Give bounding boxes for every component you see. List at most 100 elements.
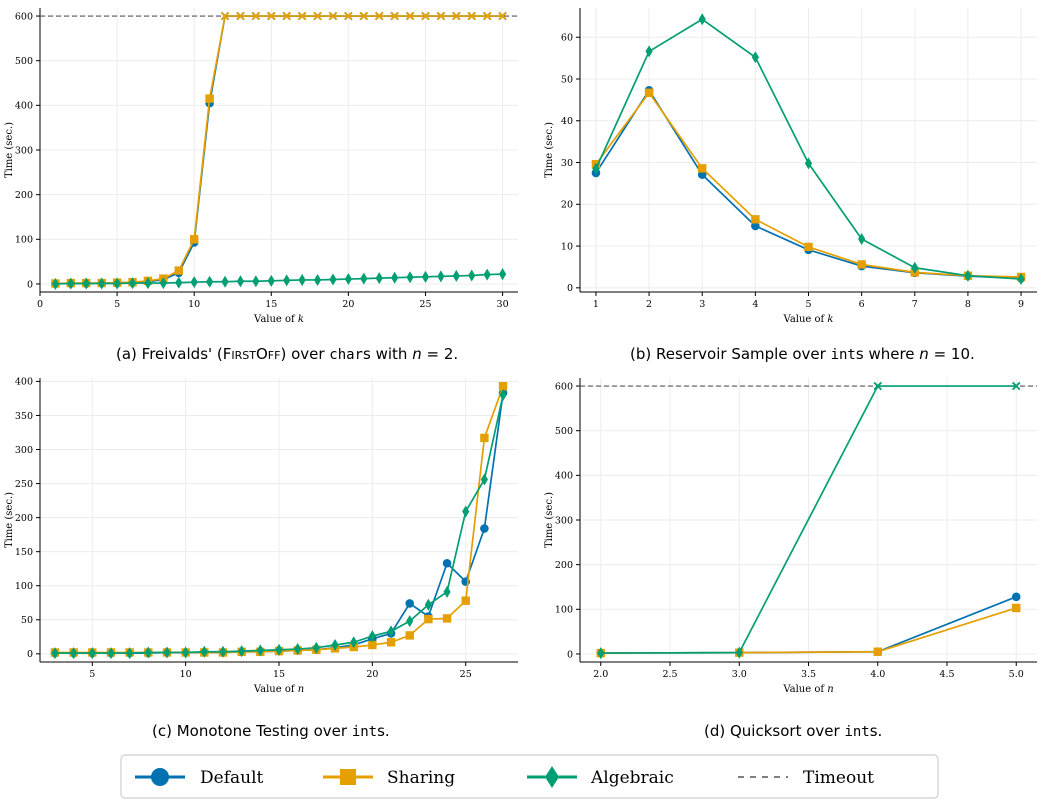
x-tick-label: 6 bbox=[859, 299, 865, 310]
data-point-sharing bbox=[452, 11, 461, 21]
y-axis-label: Time (sec.) bbox=[544, 492, 555, 548]
data-point-algebraic bbox=[219, 645, 227, 658]
y-tick-label: 30 bbox=[561, 158, 573, 169]
y-tick-label: 200 bbox=[15, 190, 33, 201]
data-point-sharing bbox=[297, 11, 307, 21]
series-algebraic bbox=[51, 389, 507, 660]
legend-label-algebraic: Algebraic bbox=[590, 768, 674, 788]
y-tick-label: 60 bbox=[561, 33, 573, 44]
data-point-algebraic bbox=[437, 270, 445, 283]
y-tick-label: 10 bbox=[561, 241, 573, 252]
data-point-algebraic bbox=[313, 273, 322, 286]
y-tick-label: 20 bbox=[561, 200, 573, 211]
data-point-sharing bbox=[189, 235, 199, 244]
data-point-default bbox=[442, 558, 452, 568]
y-tick-label: 50 bbox=[561, 74, 573, 85]
data-point-algebraic bbox=[804, 157, 813, 170]
data-point-sharing bbox=[405, 631, 414, 640]
data-point-algebraic bbox=[283, 274, 291, 287]
data-point-algebraic bbox=[128, 277, 137, 290]
data-point-sharing bbox=[359, 11, 369, 21]
caption-b-post: s where bbox=[855, 345, 920, 363]
data-point-sharing bbox=[267, 11, 276, 21]
x-tick-label: 2 bbox=[646, 299, 652, 310]
data-point-default bbox=[751, 221, 760, 231]
x-tick-label: 9 bbox=[1018, 299, 1024, 310]
caption-a: (a) Freivalds' (FirstOff) over chars wit… bbox=[116, 345, 458, 363]
y-tick-label: 100 bbox=[555, 605, 573, 616]
caption-d-tt: int bbox=[844, 724, 870, 740]
y-tick-label: 0 bbox=[567, 649, 573, 660]
legend-item-default: Default bbox=[135, 768, 264, 788]
data-point-sharing bbox=[236, 11, 245, 21]
data-point-algebraic bbox=[350, 636, 358, 649]
data-point-algebraic bbox=[51, 647, 59, 660]
data-point-algebraic bbox=[698, 13, 706, 26]
x-tick-label: 1 bbox=[593, 299, 599, 310]
y-tick-label: 400 bbox=[15, 377, 33, 388]
x-tick-label: 3.5 bbox=[801, 669, 816, 680]
x-tick-label: 5 bbox=[805, 299, 811, 310]
x-tick-label: 30 bbox=[497, 299, 509, 310]
x-tick-label: 20 bbox=[366, 669, 378, 680]
chart-b: 1 2 3 4 5 6 7 8 9 0 10 20 30 40 50 60 Value of k Time (se… bbox=[544, 8, 1037, 325]
data-point-algebraic bbox=[480, 473, 488, 486]
data-point-algebraic bbox=[329, 273, 337, 286]
data-point-sharing bbox=[461, 596, 470, 605]
data-point-sharing bbox=[313, 11, 322, 21]
caption-a-math: n bbox=[412, 345, 422, 363]
data-point-sharing bbox=[644, 88, 654, 97]
data-point-default bbox=[1011, 592, 1021, 602]
data-point-algebraic bbox=[645, 45, 653, 58]
data-point-sharing bbox=[436, 11, 446, 21]
x-axis-label: Value of k bbox=[253, 314, 304, 325]
x-axis-label-var: n bbox=[298, 684, 304, 695]
legend-item-timeout: Timeout bbox=[738, 768, 874, 788]
data-point-algebraic bbox=[51, 277, 60, 290]
x-tick-label: 4.5 bbox=[939, 669, 954, 680]
caption-a-mid: ) over bbox=[280, 345, 330, 363]
caption-b-eq: = 10. bbox=[928, 345, 975, 363]
data-point-algebraic bbox=[858, 232, 866, 245]
x-tick-label: 10 bbox=[180, 669, 192, 680]
legend-item-sharing: Sharing bbox=[323, 768, 455, 788]
data-point-algebraic bbox=[1017, 273, 1025, 286]
caption-c-pre: (c) Monotone Testing over bbox=[152, 722, 352, 740]
y-tick-label: 250 bbox=[15, 479, 33, 490]
caption-b-math: n bbox=[919, 345, 929, 363]
y-tick-label: 200 bbox=[555, 560, 573, 571]
y-tick-label: 300 bbox=[15, 145, 33, 156]
data-point-algebraic bbox=[159, 277, 167, 290]
series-line-algebraic bbox=[600, 385, 1017, 654]
data-point-sharing bbox=[220, 11, 230, 21]
data-point-default bbox=[405, 599, 415, 608]
data-point-sharing bbox=[498, 11, 507, 21]
data-point-algebraic bbox=[221, 275, 229, 288]
data-point-algebraic bbox=[190, 276, 198, 289]
y-axis-label: Time (sec.) bbox=[544, 122, 555, 178]
data-point-sharing bbox=[467, 11, 476, 21]
y-tick-label: 300 bbox=[555, 515, 573, 526]
data-point-sharing bbox=[698, 164, 707, 173]
data-point-algebraic bbox=[206, 275, 214, 288]
y-tick-label: 500 bbox=[555, 426, 573, 437]
data-point-algebraic bbox=[911, 261, 919, 274]
data-point-algebraic bbox=[331, 638, 339, 651]
data-point-algebraic bbox=[424, 598, 432, 611]
data-point-sharing bbox=[205, 94, 214, 103]
caption-d-post: s. bbox=[869, 722, 883, 740]
x-axis-label: Value of k bbox=[783, 314, 834, 325]
data-point-algebraic bbox=[498, 268, 507, 281]
data-point-sharing bbox=[368, 640, 377, 650]
data-point-sharing bbox=[328, 11, 338, 21]
data-point-algebraic bbox=[67, 277, 75, 290]
data-point-algebraic bbox=[144, 646, 152, 659]
data-point-sharing bbox=[386, 638, 396, 647]
data-point-algebraic bbox=[88, 647, 96, 660]
x-axis-label-var: n bbox=[827, 684, 833, 695]
y-tick-label: 600 bbox=[15, 11, 33, 22]
data-point-sharing bbox=[174, 266, 183, 275]
data-point-algebraic bbox=[592, 162, 600, 175]
x-tick-label: 3.0 bbox=[732, 669, 747, 680]
data-point-algebraic bbox=[175, 276, 183, 289]
